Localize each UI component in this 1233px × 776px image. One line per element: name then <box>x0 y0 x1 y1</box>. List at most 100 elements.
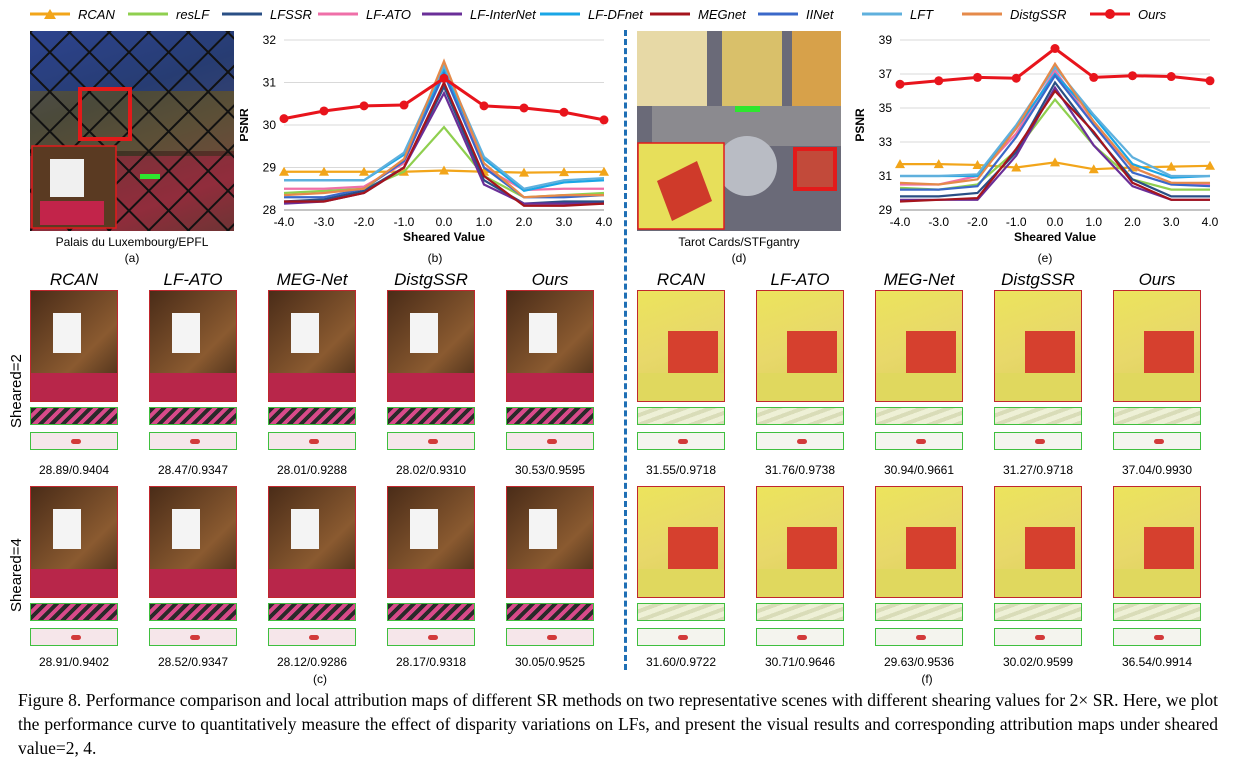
data-point <box>1166 72 1176 82</box>
scene-a-tag: (a) <box>124 251 140 265</box>
data-point <box>319 166 329 176</box>
legend-label: LF-DFnet <box>588 7 644 22</box>
x-tick-label: 1.0 <box>1085 215 1102 229</box>
series-lfssr <box>283 84 604 205</box>
attribution-map <box>268 628 356 646</box>
row-label-sheared-2: Sheared=2 <box>8 354 25 428</box>
attribution-map <box>756 432 844 450</box>
attribution-map <box>149 628 237 646</box>
attribution-strip <box>387 407 475 425</box>
y-tick-label: 31 <box>879 169 893 183</box>
attribution-map <box>875 432 963 450</box>
psnr-chart-e: 29 31 33 35 37 39 -4.0 -3.0 -2.0 -1.0 0.0 1.0 2.0 3.0… <box>853 33 1219 244</box>
sr-result-thumbnail <box>994 486 1082 598</box>
x-axis-label: Sheared Value <box>1014 230 1096 244</box>
legend-label: DistgSSR <box>1010 7 1066 22</box>
psnr-chart-b: 28 29 30 31 32 -4.0 -3.0 -2.0 -1.0 0.0 1.0 2.0 3.0 4.… <box>240 33 613 244</box>
sr-result-thumbnail <box>756 486 844 598</box>
data-point <box>972 159 983 169</box>
series-line <box>899 89 1210 203</box>
attribution-strip <box>268 603 356 621</box>
legend-item-lf-ato: LF-ATO <box>318 7 411 22</box>
legend-label: LF-InterNet <box>470 7 537 22</box>
x-tick-label: 0.0 <box>436 215 453 229</box>
sr-result-thumbnail <box>149 290 237 402</box>
series-line <box>900 65 1210 178</box>
attribution-map <box>1113 432 1201 450</box>
sr-result-thumbnail <box>875 486 963 598</box>
panel-divider <box>624 30 627 670</box>
data-point <box>1089 72 1099 82</box>
data-point <box>1166 161 1177 171</box>
sr-result-thumbnail <box>637 486 725 598</box>
series-ours <box>279 73 609 125</box>
attribution-strip <box>875 407 963 425</box>
legend-label: IINet <box>806 7 835 22</box>
data-point <box>895 79 905 89</box>
attribution-strip <box>875 603 963 621</box>
attribution-strip <box>994 603 1082 621</box>
method-label-rcan: RCAN <box>49 270 99 289</box>
series-distgssr <box>283 58 604 199</box>
data-point <box>1050 44 1060 53</box>
psnr-ssim-value: 28.17/0.9318 <box>395 655 467 669</box>
y-tick-label: 28 <box>263 203 277 217</box>
series-line <box>900 73 1211 191</box>
attribution-map <box>268 432 356 450</box>
data-point <box>439 73 449 83</box>
data-point <box>319 106 329 116</box>
x-tick-label: 3.0 <box>556 215 573 229</box>
legend-item-ours: Ours <box>1090 7 1167 22</box>
sr-result-thumbnail <box>1113 290 1201 402</box>
attribution-map <box>506 432 594 450</box>
series-line <box>283 125 605 199</box>
psnr-ssim-value: 31.60/0.9722 <box>645 655 717 669</box>
y-tick-label: 33 <box>879 135 893 149</box>
x-tick-label: 3.0 <box>1163 215 1180 229</box>
attribution-strip <box>268 407 356 425</box>
attribution-strip <box>756 407 844 425</box>
data-point <box>599 115 609 125</box>
x-tick-label: 4.0 <box>596 215 613 229</box>
x-tick-label: -2.0 <box>967 215 988 229</box>
data-point <box>1088 164 1099 174</box>
data-point <box>279 166 289 176</box>
legend-item-lfssr: LFSSR <box>222 7 312 22</box>
attribution-map <box>637 628 725 646</box>
psnr-ssim-value: 28.89/0.9404 <box>38 463 110 477</box>
data-point <box>359 101 369 111</box>
data-point <box>973 72 982 82</box>
data-point <box>895 159 905 169</box>
attribution-map <box>387 432 475 450</box>
x-tick-label: -4.0 <box>890 215 911 229</box>
series-line <box>284 62 605 190</box>
legend-label: RCAN <box>78 7 115 22</box>
legend-label: MEGnet <box>698 7 747 22</box>
legend-item-lf-internet: LF-InterNet <box>422 7 537 22</box>
data-point <box>1205 76 1215 86</box>
attribution-strip <box>1113 603 1201 621</box>
data-point <box>934 76 944 86</box>
sr-result-thumbnail <box>30 486 118 598</box>
series-line <box>899 61 1210 186</box>
legend-label: LFSSR <box>270 7 312 22</box>
scene-d-name: Tarot Cards/STFgantry <box>678 235 800 249</box>
psnr-ssim-value: 30.71/0.9646 <box>764 655 836 669</box>
x-tick-label: -2.0 <box>354 215 375 229</box>
x-tick-label: 2.0 <box>516 215 533 229</box>
x-tick-label: -3.0 <box>314 215 335 229</box>
method-label-distgssr: DistgSSR <box>394 270 468 289</box>
psnr-ssim-value: 30.53/0.9595 <box>514 463 586 477</box>
data-point <box>1205 160 1215 170</box>
series-line <box>900 80 1210 198</box>
series-lft <box>284 62 605 190</box>
attribution-map <box>756 628 844 646</box>
attribution-strip <box>30 407 118 425</box>
attribution-map <box>387 628 475 646</box>
y-axis-label: PSNR <box>240 108 251 142</box>
x-tick-label: -4.0 <box>274 215 295 229</box>
y-tick-label: 37 <box>879 67 893 81</box>
y-tick-label: 31 <box>263 76 277 90</box>
series-reslf <box>283 125 605 199</box>
legend-label: LF-ATO <box>366 7 411 22</box>
